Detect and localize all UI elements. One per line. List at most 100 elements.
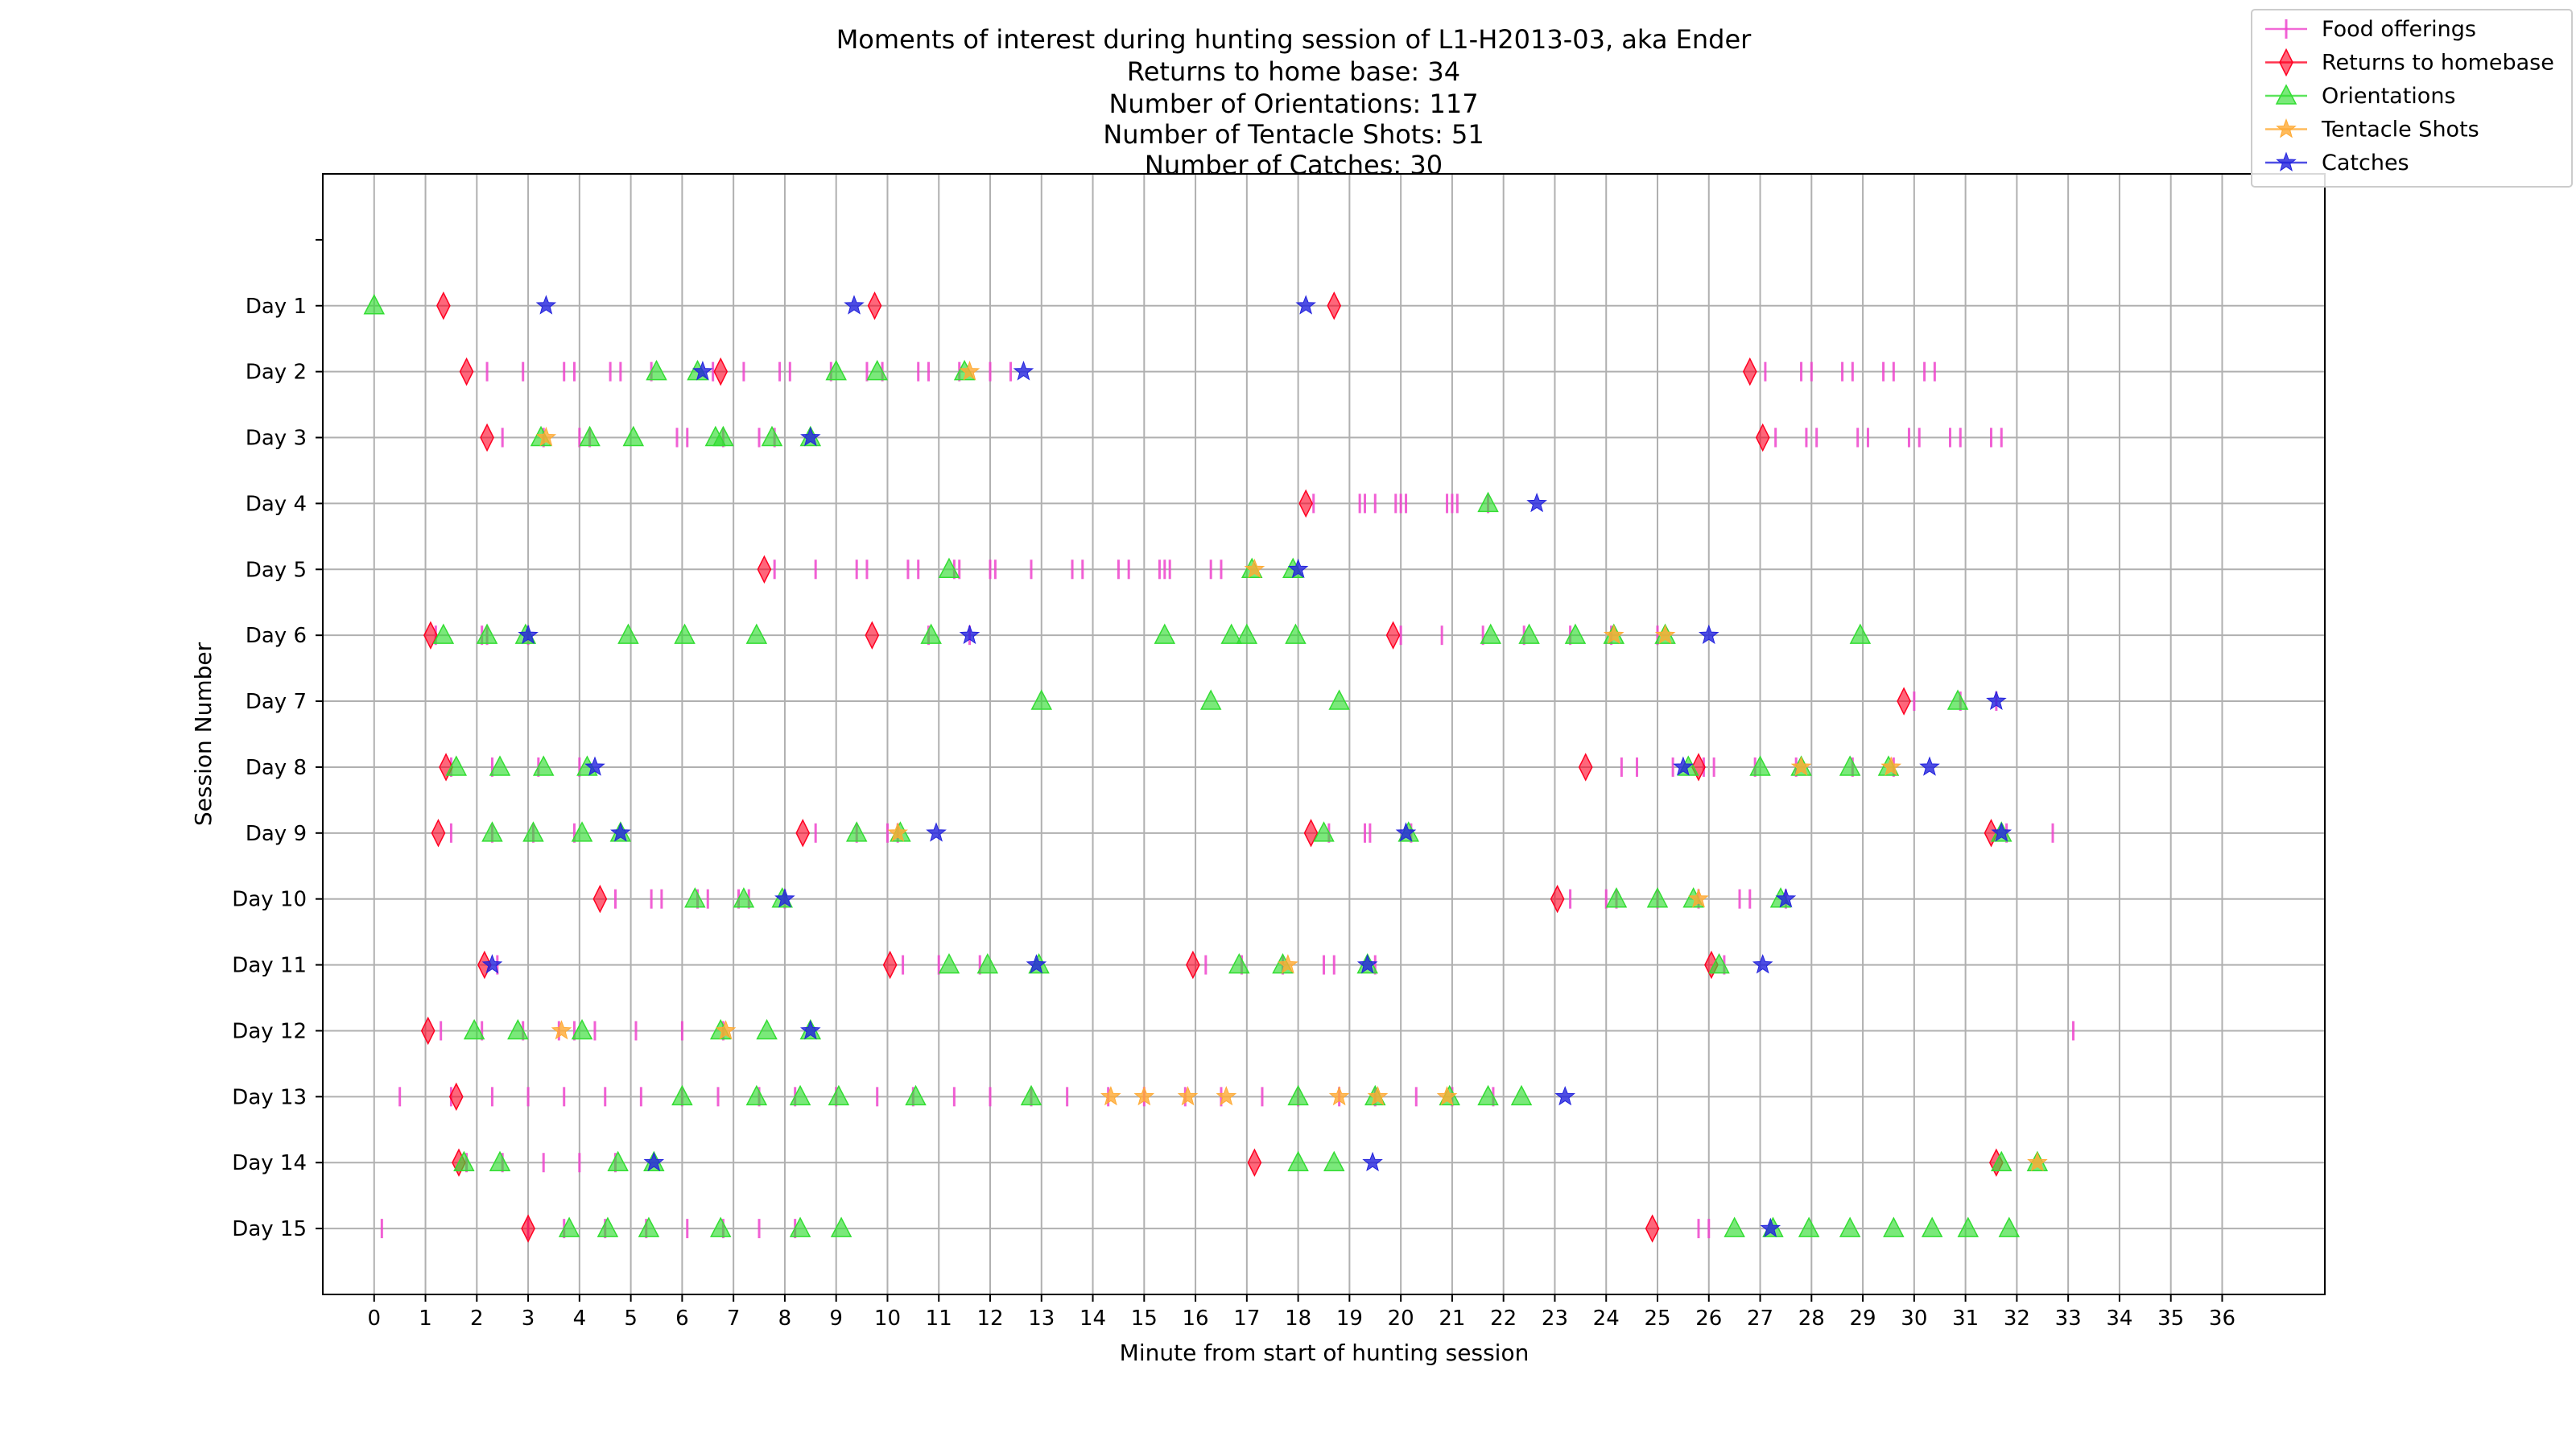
data-point [1367,1085,1389,1106]
data-point [579,425,601,447]
data-point [1798,1216,1820,1237]
data-point [715,1020,737,1040]
y-tick-label: Day 15 [232,1217,307,1241]
data-point [1921,1216,1943,1237]
data-point [1510,1084,1533,1106]
data-point [1177,1085,1199,1106]
legend-label: Food offerings [2322,17,2476,42]
data-point [1755,423,1770,452]
data-point [830,1216,852,1237]
data-point [1897,687,1911,716]
data-point [1645,1214,1660,1243]
data-point [551,1020,572,1040]
data-point [607,1150,629,1171]
data-point [1477,491,1499,513]
data-point [1328,689,1350,710]
axis-ticks: 0 1 2 3 4 5 6 7 8 9 10 11 12 13 14 15 16 17 18 19 20 21 22 23 24… [232,238,2235,1331]
data-point [1998,1216,2021,1237]
series-tentacle-shots [535,361,2048,1172]
data-point [445,755,468,776]
data-point [1646,887,1669,908]
x-tick-label: 31 [1952,1307,1979,1331]
data-point [1554,1085,1575,1106]
data-point [532,755,555,776]
data-point [1760,1217,1781,1237]
data-point [1578,753,1593,782]
legend-entry: Food offerings [2265,17,2476,42]
x-tick-label: 12 [976,1307,1003,1331]
x-tick-label: 9 [829,1307,843,1331]
data-point [1526,492,1547,513]
data-point [1775,888,1797,908]
data-point [745,1084,768,1106]
legend-entry: Tentacle Shots [2265,118,2479,142]
data-point [1313,821,1335,842]
data-point [1356,954,1378,974]
x-tick-label: 8 [778,1307,792,1331]
legend-entry: Orientations [2265,84,2456,109]
data-point [745,623,768,644]
data-point [938,952,960,974]
data-point [646,360,667,381]
x-tick-label: 23 [1542,1307,1568,1331]
y-tick-label: Day 11 [232,954,307,978]
data-point [1287,558,1309,579]
plot-frame [322,173,2326,1295]
data-point [1385,621,1401,650]
x-tick-label: 32 [2004,1307,2030,1331]
data-point [1752,954,1773,974]
legend-label: Catches [2322,151,2409,175]
legend-label: Orientations [2322,84,2456,109]
x-tick-label: 22 [1490,1307,1517,1331]
x-tick-label: 16 [1183,1307,1209,1331]
data-point [920,623,942,644]
x-tick-label: 14 [1080,1307,1106,1331]
data-point [617,623,639,644]
x-axis-label: Minute from start of hunting session [1120,1340,1530,1366]
data-point [1026,954,1047,974]
data-point [571,821,593,842]
data-point [522,821,544,842]
data-point [431,819,446,848]
data-point [709,1216,732,1237]
data-point [1247,1148,1262,1177]
data-point [865,621,880,650]
data-point [1154,623,1176,644]
data-point [1295,295,1316,315]
data-point [1654,624,1676,645]
data-point [489,1150,511,1171]
data-point [959,361,980,381]
x-tick-label: 36 [2209,1307,2235,1331]
data-point [489,755,511,776]
series-catches [481,295,2013,1237]
data-point [1986,690,2007,710]
data-point [671,1084,693,1106]
data-point [828,1084,850,1106]
data-point [795,819,811,848]
x-tick-label: 6 [675,1307,689,1331]
plot-area [323,174,2325,1294]
data-point [800,1020,821,1040]
data-point [789,1084,811,1106]
data-point [622,425,645,447]
x-tick-label: 1 [419,1307,432,1331]
x-tick-label: 27 [1747,1307,1773,1331]
data-point [1550,885,1565,914]
data-point [481,821,503,842]
y-tick-label: Day 10 [232,888,307,912]
data-point [571,1018,593,1040]
data-point [1708,952,1730,974]
data-point [1790,756,1812,776]
data-point [1477,1084,1499,1106]
legend-entry: Catches [2265,151,2409,175]
data-point [1362,1151,1383,1172]
data-point [463,1018,485,1040]
title-line-1: Moments of interest during hunting sessi… [836,24,1752,55]
x-tick-label: 17 [1233,1307,1260,1331]
x-tick-label: 26 [1695,1307,1722,1331]
data-point [1564,623,1587,644]
data-point [905,1084,927,1106]
data-point [1518,623,1540,644]
x-tick-label: 0 [367,1307,381,1331]
